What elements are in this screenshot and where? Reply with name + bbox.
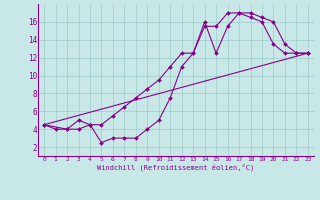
X-axis label: Windchill (Refroidissement éolien,°C): Windchill (Refroidissement éolien,°C) xyxy=(97,164,255,171)
